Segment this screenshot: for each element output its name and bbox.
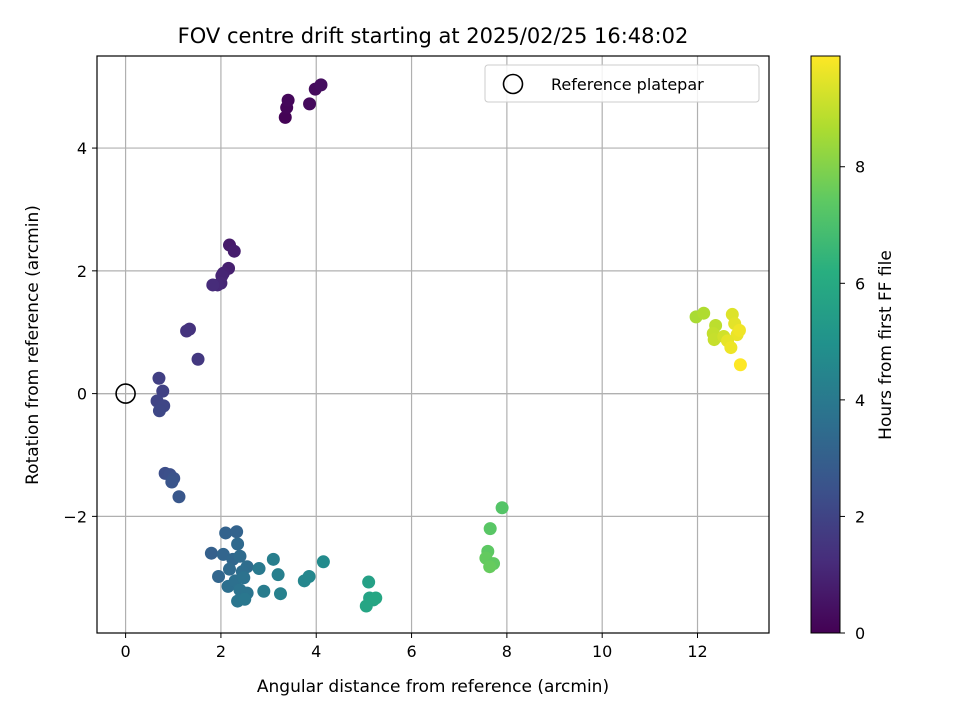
plot-frame bbox=[96, 55, 770, 634]
data-point bbox=[316, 555, 330, 569]
y-tick-label: 0 bbox=[77, 385, 87, 404]
y-tick-label: 4 bbox=[77, 139, 87, 158]
data-point bbox=[303, 97, 317, 111]
data-point bbox=[238, 592, 252, 606]
data-point bbox=[180, 324, 194, 338]
colorbar-label: Hours from first FF file bbox=[876, 250, 896, 440]
data-point bbox=[233, 549, 247, 563]
legend-label: Reference platepar bbox=[551, 75, 704, 94]
data-point bbox=[222, 562, 236, 576]
x-axis-ticks: 0 2 4 6 8 10 12 bbox=[121, 633, 708, 661]
x-tick-label: 12 bbox=[687, 642, 707, 661]
data-point bbox=[152, 371, 166, 385]
data-point bbox=[227, 244, 241, 258]
data-point bbox=[271, 568, 285, 582]
data-point bbox=[172, 490, 186, 504]
data-point bbox=[212, 570, 226, 584]
reference-platepar-marker bbox=[115, 383, 136, 404]
legend: Reference platepar bbox=[484, 64, 760, 103]
y-axis-ticks: −2 0 2 4 bbox=[63, 139, 97, 526]
colorbar-tick-label: 0 bbox=[855, 624, 865, 643]
data-point bbox=[483, 560, 497, 574]
reference-marker-layer bbox=[115, 383, 136, 404]
data-point bbox=[733, 358, 747, 372]
data-point bbox=[302, 570, 316, 584]
x-axis-label: Angular distance from reference (arcmin) bbox=[257, 677, 609, 697]
y-tick-label: 2 bbox=[77, 262, 87, 281]
colorbar-tick-label: 6 bbox=[855, 274, 865, 293]
colorbar-ticks: 0 2 4 6 8 bbox=[840, 158, 865, 643]
data-points bbox=[150, 78, 747, 613]
x-tick-label: 0 bbox=[121, 642, 131, 661]
x-tick-label: 8 bbox=[502, 642, 512, 661]
data-point bbox=[359, 599, 373, 613]
colorbar-gradient bbox=[810, 55, 841, 634]
gridlines bbox=[97, 56, 769, 633]
data-point bbox=[237, 571, 251, 585]
data-point bbox=[278, 110, 292, 124]
legend-marker-circle-icon bbox=[502, 73, 524, 95]
y-tick-label: −2 bbox=[63, 507, 87, 526]
data-point bbox=[266, 552, 280, 566]
data-point bbox=[369, 591, 383, 605]
data-point bbox=[191, 352, 205, 366]
data-point bbox=[483, 522, 497, 536]
x-tick-label: 6 bbox=[406, 642, 416, 661]
colorbar: 0 2 4 6 8 Hours from first FF file bbox=[810, 55, 896, 643]
y-axis-label: Rotation from reference (arcmin) bbox=[23, 205, 43, 485]
legend-box bbox=[484, 64, 760, 103]
data-point bbox=[362, 575, 376, 589]
data-point bbox=[204, 546, 218, 560]
data-point bbox=[219, 526, 233, 540]
data-point bbox=[724, 341, 738, 355]
data-point bbox=[165, 475, 179, 489]
data-point bbox=[732, 323, 746, 337]
data-point bbox=[495, 501, 509, 515]
data-point bbox=[230, 525, 244, 539]
data-point bbox=[273, 587, 287, 601]
x-tick-label: 4 bbox=[311, 642, 321, 661]
x-tick-label: 2 bbox=[216, 642, 226, 661]
data-point bbox=[281, 93, 295, 107]
data-point bbox=[231, 537, 245, 551]
data-point bbox=[257, 584, 271, 598]
x-tick-label: 10 bbox=[592, 642, 612, 661]
data-point bbox=[206, 278, 220, 292]
data-point bbox=[314, 78, 328, 92]
data-point bbox=[252, 562, 266, 576]
chart-title: FOV centre drift starting at 2025/02/25 … bbox=[178, 24, 689, 48]
data-point bbox=[156, 384, 170, 398]
colorbar-tick-label: 4 bbox=[855, 391, 865, 410]
colorbar-tick-label: 2 bbox=[855, 507, 865, 526]
data-point bbox=[152, 404, 166, 418]
colorbar-tick-label: 8 bbox=[855, 158, 865, 177]
data-point bbox=[697, 306, 711, 320]
